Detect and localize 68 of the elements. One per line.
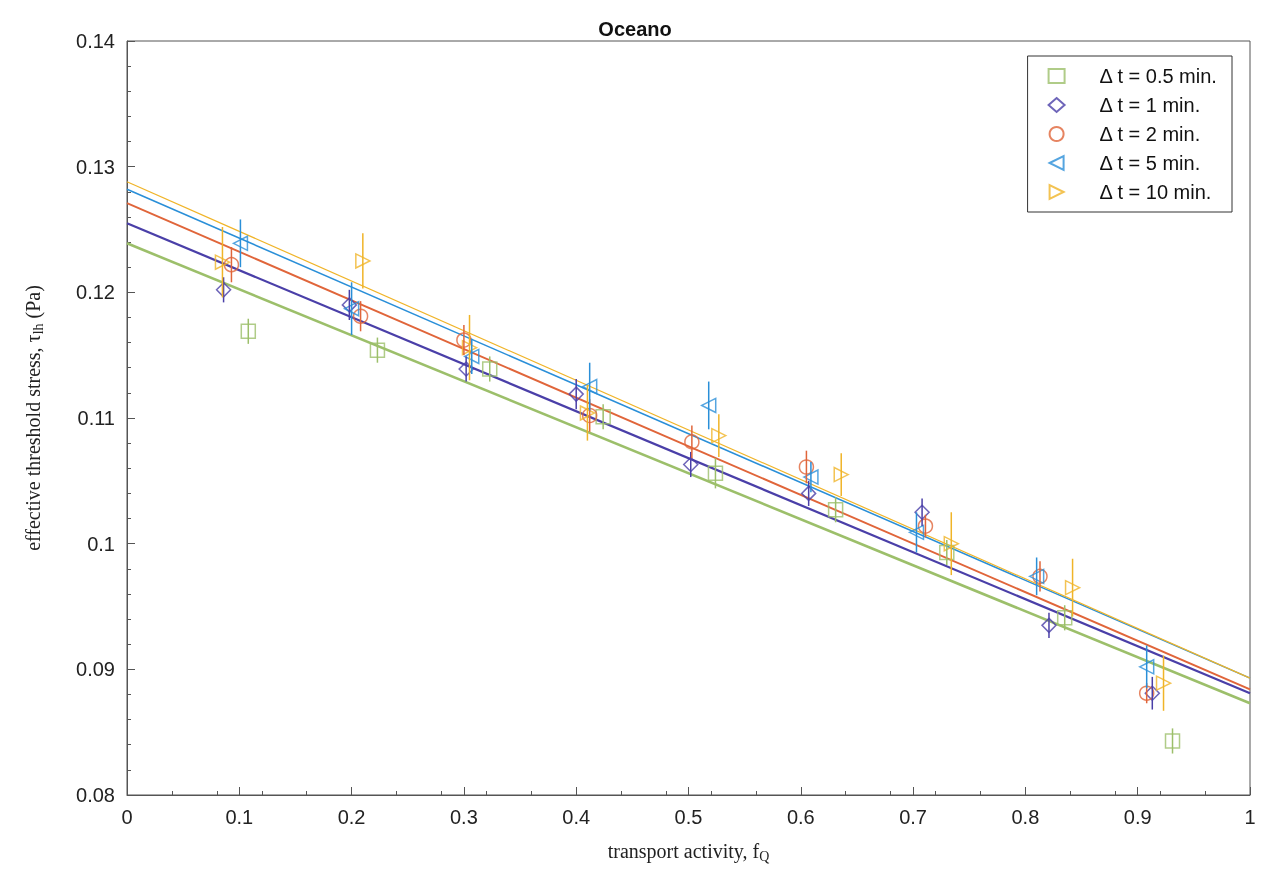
point	[707, 465, 724, 482]
point	[568, 386, 584, 402]
point	[1138, 685, 1155, 701]
point	[1028, 568, 1045, 585]
point	[939, 544, 955, 561]
point	[683, 456, 699, 473]
point	[464, 348, 480, 365]
x-tick-label: 0.2	[337, 806, 366, 828]
point	[456, 332, 472, 348]
point	[341, 297, 358, 313]
point	[914, 504, 930, 520]
point	[711, 427, 727, 444]
point	[917, 518, 934, 534]
point	[343, 300, 360, 317]
y-tick-label: 0.09	[76, 658, 115, 681]
y-tick-label: 0.13	[76, 155, 115, 178]
legend-label: Δ t = 1 min.	[1099, 94, 1201, 116]
x-tick-label: 0.7	[899, 806, 928, 828]
x-tick-label: 0.9	[1123, 806, 1152, 828]
y-tick-label: 0.12	[76, 281, 115, 304]
point	[827, 501, 844, 518]
legend-label: Δ t = 5 min.	[1099, 152, 1201, 174]
y-tick-label: 0.08	[76, 784, 115, 806]
point	[700, 397, 717, 414]
y-tick-label: 0.1	[87, 532, 115, 555]
point	[1138, 659, 1155, 675]
x-tick-label: 0.8	[1011, 806, 1040, 828]
point	[214, 254, 231, 270]
point	[833, 466, 849, 483]
x-tick-label: 0.4	[562, 806, 591, 828]
x-tick-label: 0.3	[449, 806, 478, 828]
point	[1064, 579, 1081, 596]
legend-label: Δ t = 0.5 min.	[1099, 65, 1217, 87]
x-tick-label: 1	[1244, 806, 1256, 828]
legend-label: Δ t = 10 min.	[1099, 181, 1212, 203]
point	[481, 361, 498, 377]
point	[908, 524, 925, 541]
point	[369, 342, 386, 358]
point	[800, 485, 817, 502]
y-tick-label: 0.14	[76, 30, 115, 52]
point	[1032, 568, 1048, 585]
point	[1041, 617, 1057, 634]
point	[232, 235, 249, 252]
x-tick-label: 0.5	[674, 806, 703, 828]
x-tick-label: 0	[121, 806, 133, 828]
point	[458, 361, 474, 377]
point	[223, 256, 240, 273]
chart-title: Oceano	[598, 18, 672, 40]
y-tick-label: 0.11	[77, 407, 115, 429]
point	[461, 339, 478, 356]
point	[684, 434, 700, 450]
point	[943, 535, 960, 552]
legend-label: Δ t = 2 min.	[1099, 123, 1201, 145]
x-tick-label: 0.1	[225, 806, 254, 828]
point	[595, 408, 611, 425]
y-axis-title: effective threshold stress, τlh (Pa)	[22, 285, 46, 551]
point	[1164, 733, 1181, 749]
point	[803, 469, 819, 485]
point	[352, 308, 369, 324]
x-tick-label: 0.6	[786, 806, 815, 828]
point	[1056, 610, 1073, 626]
point	[581, 378, 598, 395]
point	[215, 282, 232, 298]
point	[1144, 685, 1161, 701]
point	[240, 323, 257, 340]
point	[1155, 675, 1172, 691]
point	[355, 253, 371, 269]
point	[798, 459, 815, 475]
